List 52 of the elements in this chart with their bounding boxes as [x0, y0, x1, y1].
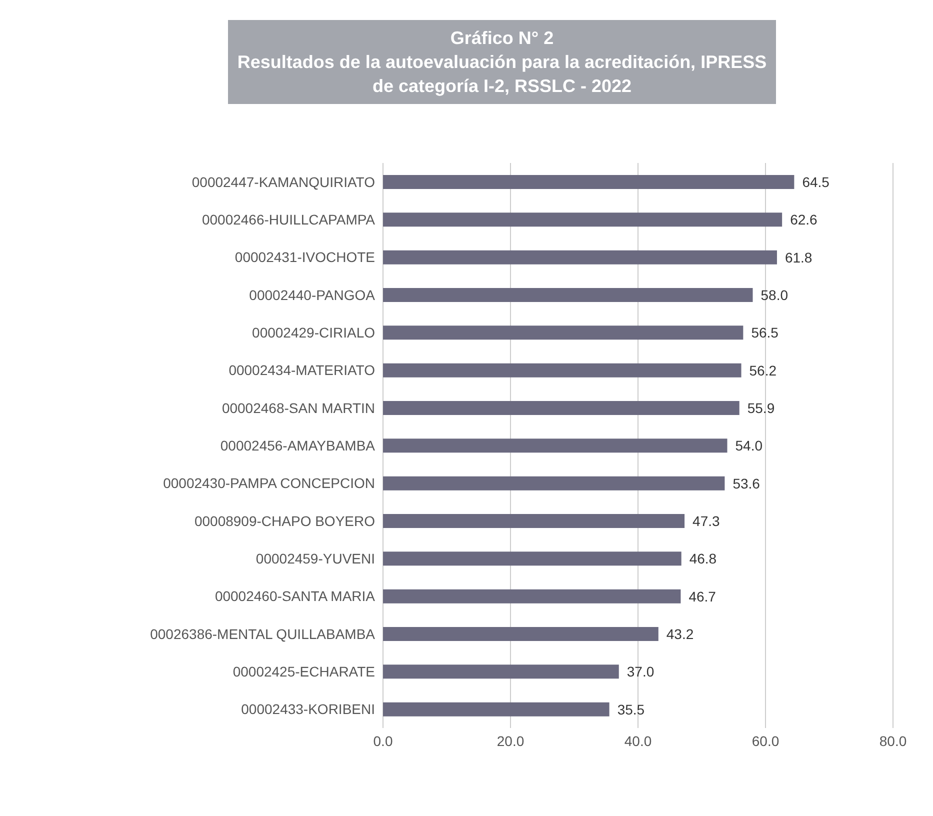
- bar: [383, 589, 681, 604]
- y-tick-label: 00002429-CIRIALO: [252, 324, 376, 340]
- x-tick-label: 20.0: [496, 732, 524, 749]
- y-tick-label: 00002460-SANTA MARIA: [214, 588, 376, 604]
- y-tick-label: 00002468-SAN MARTIN: [222, 400, 375, 416]
- y-tick-label: 00026386-MENTAL QUILLABAMBA: [150, 626, 376, 642]
- data-label: 62.6: [790, 212, 818, 228]
- data-label: 46.7: [688, 588, 716, 604]
- x-tick-label: 40.0: [624, 732, 652, 749]
- y-tick-label: 00002433-KORIBENI: [241, 701, 375, 718]
- data-label: 55.9: [747, 400, 775, 416]
- bar: [383, 514, 685, 528]
- chart-subtitle: Resultados de la autoevaluación para la acreditación, IPRESS de categoría I-2, RSSLC - 2022: [236, 51, 768, 98]
- bar: [383, 438, 728, 453]
- data-label: 54.0: [735, 438, 763, 454]
- data-label: 47.3: [692, 513, 720, 529]
- data-label: 58.0: [760, 287, 788, 303]
- y-tick-label: 00002459-YUVENI: [256, 550, 375, 566]
- data-label: 35.5: [617, 701, 645, 718]
- data-label: 53.6: [732, 475, 760, 492]
- bar: [383, 702, 610, 716]
- data-label: 56.5: [751, 324, 779, 341]
- y-tick-label: 00002434-MATERIATO: [228, 362, 376, 378]
- bar: [383, 627, 658, 641]
- bar: [383, 476, 725, 490]
- data-label: 46.8: [689, 550, 717, 567]
- x-tick-label: 60.0: [752, 732, 780, 749]
- data-label: 37.0: [626, 664, 654, 680]
- bar: [383, 552, 682, 566]
- y-tick-label: 00008909-CHAPO BOYERO: [194, 512, 376, 529]
- data-label: 64.5: [802, 174, 830, 190]
- y-tick-label: 00002425-ECHARATE: [232, 663, 375, 680]
- bar: [383, 175, 794, 189]
- bar: [383, 326, 744, 340]
- bar: [383, 401, 740, 415]
- bar: [383, 250, 777, 264]
- data-label: 56.2: [749, 362, 777, 378]
- chart-title: Gráfico N° 2: [449, 27, 555, 50]
- y-tick-label: 00002456-AMAYBAMBA: [220, 437, 376, 454]
- y-tick-label: 00002447-KAMANQUIRIATO: [192, 174, 376, 190]
- y-tick-label: 00002430-PAMPA CONCEPCION: [163, 475, 375, 492]
- bar: [383, 212, 782, 227]
- data-label: 61.8: [784, 249, 812, 266]
- bar: [383, 363, 742, 378]
- x-tick-label: 0.0: [373, 732, 393, 749]
- bar: [383, 288, 753, 302]
- y-tick-label: 00002466-HUILLCAPAMPA: [202, 211, 376, 228]
- bar: [383, 664, 619, 679]
- x-tick-label: 80.0: [879, 732, 907, 749]
- y-tick-label: 00002440-PANGOA: [249, 286, 376, 303]
- y-tick-label: 00002431-IVOCHOTE: [234, 249, 375, 266]
- data-label: 43.2: [666, 626, 694, 642]
